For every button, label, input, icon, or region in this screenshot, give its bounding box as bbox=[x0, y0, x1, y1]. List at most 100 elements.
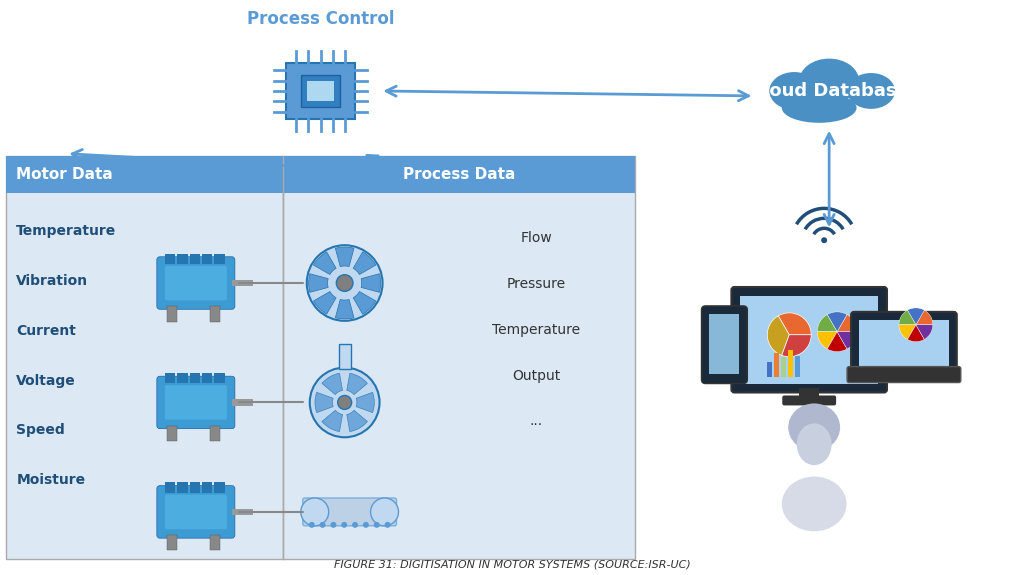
Text: FIGURE 31: DIGITISATION IN MOTOR SYSTEMS (SOURCE:ISR-UC): FIGURE 31: DIGITISATION IN MOTOR SYSTEMS… bbox=[334, 559, 690, 570]
FancyBboxPatch shape bbox=[165, 385, 227, 420]
FancyBboxPatch shape bbox=[202, 482, 212, 493]
FancyBboxPatch shape bbox=[283, 156, 635, 559]
Wedge shape bbox=[767, 316, 790, 355]
Circle shape bbox=[374, 522, 380, 528]
FancyBboxPatch shape bbox=[214, 373, 225, 383]
Ellipse shape bbox=[769, 72, 819, 110]
FancyBboxPatch shape bbox=[283, 156, 635, 193]
Wedge shape bbox=[827, 312, 847, 332]
FancyBboxPatch shape bbox=[847, 367, 961, 382]
Ellipse shape bbox=[781, 477, 847, 531]
Circle shape bbox=[301, 498, 329, 526]
FancyBboxPatch shape bbox=[165, 482, 175, 493]
FancyBboxPatch shape bbox=[189, 254, 200, 264]
Circle shape bbox=[338, 396, 351, 409]
Wedge shape bbox=[817, 332, 837, 349]
Text: ...: ... bbox=[529, 415, 543, 428]
FancyBboxPatch shape bbox=[851, 312, 956, 378]
Text: Voltage: Voltage bbox=[16, 374, 76, 388]
Circle shape bbox=[309, 367, 380, 437]
Wedge shape bbox=[313, 292, 336, 314]
FancyBboxPatch shape bbox=[740, 296, 878, 384]
Text: Flow: Flow bbox=[520, 231, 552, 246]
FancyBboxPatch shape bbox=[202, 254, 212, 264]
FancyBboxPatch shape bbox=[787, 350, 794, 377]
Ellipse shape bbox=[847, 73, 895, 109]
Ellipse shape bbox=[797, 423, 831, 465]
Wedge shape bbox=[322, 411, 343, 432]
FancyBboxPatch shape bbox=[177, 254, 187, 264]
Wedge shape bbox=[353, 292, 376, 314]
FancyBboxPatch shape bbox=[767, 362, 772, 377]
Wedge shape bbox=[837, 332, 857, 349]
Circle shape bbox=[309, 522, 314, 528]
FancyBboxPatch shape bbox=[780, 357, 786, 377]
Circle shape bbox=[385, 522, 390, 528]
FancyBboxPatch shape bbox=[157, 257, 234, 309]
FancyBboxPatch shape bbox=[167, 306, 177, 321]
Text: Process Data: Process Data bbox=[402, 167, 515, 182]
FancyBboxPatch shape bbox=[795, 356, 800, 377]
FancyBboxPatch shape bbox=[286, 63, 355, 119]
Wedge shape bbox=[335, 300, 354, 319]
Circle shape bbox=[352, 522, 358, 528]
FancyBboxPatch shape bbox=[799, 388, 819, 401]
FancyBboxPatch shape bbox=[210, 535, 220, 550]
FancyBboxPatch shape bbox=[859, 320, 949, 370]
FancyBboxPatch shape bbox=[189, 373, 200, 383]
FancyBboxPatch shape bbox=[214, 254, 225, 264]
Circle shape bbox=[371, 498, 398, 526]
FancyBboxPatch shape bbox=[165, 494, 227, 529]
Wedge shape bbox=[308, 274, 328, 292]
Circle shape bbox=[821, 237, 827, 243]
FancyBboxPatch shape bbox=[231, 279, 253, 286]
Circle shape bbox=[362, 522, 369, 528]
Text: Current: Current bbox=[16, 324, 76, 338]
FancyBboxPatch shape bbox=[303, 498, 396, 526]
Text: Temperature: Temperature bbox=[16, 224, 117, 238]
Wedge shape bbox=[313, 252, 336, 274]
Text: Temperature: Temperature bbox=[493, 323, 581, 337]
Wedge shape bbox=[781, 335, 811, 356]
Wedge shape bbox=[347, 373, 368, 394]
FancyBboxPatch shape bbox=[6, 156, 283, 193]
Circle shape bbox=[319, 522, 326, 528]
Ellipse shape bbox=[788, 404, 840, 451]
FancyBboxPatch shape bbox=[177, 373, 187, 383]
Wedge shape bbox=[915, 325, 933, 339]
FancyBboxPatch shape bbox=[6, 156, 283, 559]
FancyBboxPatch shape bbox=[214, 482, 225, 493]
FancyBboxPatch shape bbox=[306, 81, 335, 101]
FancyBboxPatch shape bbox=[782, 396, 837, 405]
FancyBboxPatch shape bbox=[301, 75, 340, 106]
Text: Output: Output bbox=[512, 369, 560, 382]
Wedge shape bbox=[907, 325, 925, 342]
FancyBboxPatch shape bbox=[202, 373, 212, 383]
Wedge shape bbox=[361, 274, 381, 292]
FancyBboxPatch shape bbox=[189, 482, 200, 493]
FancyBboxPatch shape bbox=[774, 352, 779, 377]
Ellipse shape bbox=[799, 59, 859, 104]
Wedge shape bbox=[899, 310, 915, 325]
Wedge shape bbox=[315, 392, 333, 413]
FancyBboxPatch shape bbox=[710, 314, 739, 374]
Wedge shape bbox=[347, 411, 368, 432]
FancyBboxPatch shape bbox=[167, 426, 177, 441]
Wedge shape bbox=[899, 325, 915, 339]
Circle shape bbox=[307, 245, 383, 321]
FancyBboxPatch shape bbox=[210, 306, 220, 321]
Text: Cloud Database: Cloud Database bbox=[750, 82, 908, 100]
FancyBboxPatch shape bbox=[167, 535, 177, 550]
FancyBboxPatch shape bbox=[210, 426, 220, 441]
Circle shape bbox=[341, 522, 347, 528]
FancyBboxPatch shape bbox=[231, 508, 253, 515]
Wedge shape bbox=[837, 315, 857, 332]
FancyBboxPatch shape bbox=[701, 306, 748, 384]
Text: Motor Data: Motor Data bbox=[16, 167, 113, 182]
FancyBboxPatch shape bbox=[165, 373, 175, 383]
Ellipse shape bbox=[781, 93, 856, 123]
FancyBboxPatch shape bbox=[157, 486, 234, 538]
FancyBboxPatch shape bbox=[231, 399, 253, 406]
Text: Vibration: Vibration bbox=[16, 274, 88, 288]
Wedge shape bbox=[353, 252, 376, 274]
